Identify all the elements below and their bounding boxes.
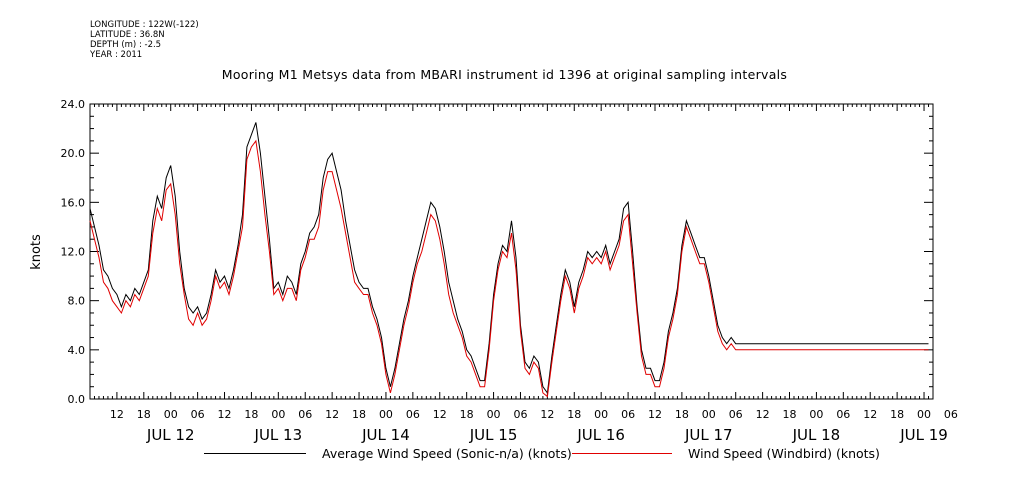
series-line-1: [89, 139, 929, 398]
x-tick-label: 18: [460, 408, 474, 421]
plot-frame: [89, 103, 934, 400]
y-axis: 0.0 4.0 8.0 12.0 16.0 20.0 24.0: [61, 98, 933, 406]
x-day-label: JUL 19: [899, 426, 948, 444]
latitude-label: LATITUDE : 36.8N: [90, 30, 165, 40]
x-tick-label: 12: [863, 408, 877, 421]
x-tick-label: 00: [809, 408, 823, 421]
y-tick-label: 20.0: [61, 147, 86, 160]
year-label: YEAR : 2011: [90, 50, 143, 60]
y-tick-label: 0.0: [68, 393, 86, 406]
x-axis: 12 18 00 06 12 18 00 06 12 18 00 06 12 18 00 06 12 18 00 06…: [89, 104, 958, 444]
x-tick-label: 18: [352, 408, 366, 421]
x-tick-label: 18: [244, 408, 258, 421]
longitude-label: LONGITUDE : 122W(-122): [90, 20, 199, 30]
x-day-label: JUL 15: [469, 426, 518, 444]
depth-label: DEPTH (m) : -2.5: [90, 40, 162, 50]
x-day-label: JUL 12: [146, 426, 195, 444]
metadata-block: LONGITUDE : 122W(-122) LATITUDE : 36.8N …: [90, 20, 199, 60]
y-tick-label: 8.0: [68, 295, 86, 308]
x-day-label: JUL 14: [361, 426, 410, 444]
x-day-label: JUL 18: [792, 426, 841, 444]
x-tick-label: 12: [218, 408, 232, 421]
series-line-0: [89, 122, 929, 395]
x-tick-label: 00: [379, 408, 393, 421]
x-tick-label: 06: [944, 408, 958, 421]
x-tick-label: 18: [783, 408, 797, 421]
x-tick-label: 06: [621, 408, 635, 421]
x-tick-label: 18: [137, 408, 151, 421]
y-tick-label: 24.0: [61, 98, 86, 111]
x-tick-label: 06: [191, 408, 205, 421]
legend-swatch-average: [204, 453, 306, 454]
x-day-label: JUL 17: [684, 426, 733, 444]
y-tick-label: 12.0: [61, 246, 86, 259]
x-tick-label: 00: [164, 408, 178, 421]
chart-title: Mooring M1 Metsys data from MBARI instru…: [221, 67, 788, 82]
x-day-label: JUL 16: [576, 426, 625, 444]
x-tick-label: 12: [325, 408, 339, 421]
x-tick-label: 06: [513, 408, 527, 421]
x-tick-label: 06: [836, 408, 850, 421]
x-tick-label: 00: [487, 408, 501, 421]
x-tick-label: 00: [917, 408, 931, 421]
x-tick-label: 12: [433, 408, 447, 421]
x-day-label: JUL 13: [254, 426, 303, 444]
x-tick-label: 18: [890, 408, 904, 421]
legend-label-windbird: Wind Speed (Windbird) (knots): [688, 446, 880, 461]
x-tick-label: 00: [702, 408, 716, 421]
x-tick-label: 00: [271, 408, 285, 421]
y-tick-label: 4.0: [68, 344, 86, 357]
series-lines: [89, 122, 929, 398]
legend-swatch-windbird: [572, 453, 672, 454]
x-tick-label: 06: [729, 408, 743, 421]
x-tick-label: 12: [756, 408, 770, 421]
x-tick-label: 06: [298, 408, 312, 421]
y-tick-label: 16.0: [61, 196, 86, 209]
x-tick-label: 12: [110, 408, 124, 421]
x-tick-label: 18: [675, 408, 689, 421]
x-tick-label: 00: [594, 408, 608, 421]
x-tick-label: 06: [406, 408, 420, 421]
x-tick-label: 18: [567, 408, 581, 421]
legend-label-average: Average Wind Speed (Sonic-n/a) (knots): [322, 446, 572, 461]
y-axis-label: knots: [29, 234, 44, 270]
x-tick-label: 12: [648, 408, 662, 421]
x-tick-label: 12: [540, 408, 554, 421]
